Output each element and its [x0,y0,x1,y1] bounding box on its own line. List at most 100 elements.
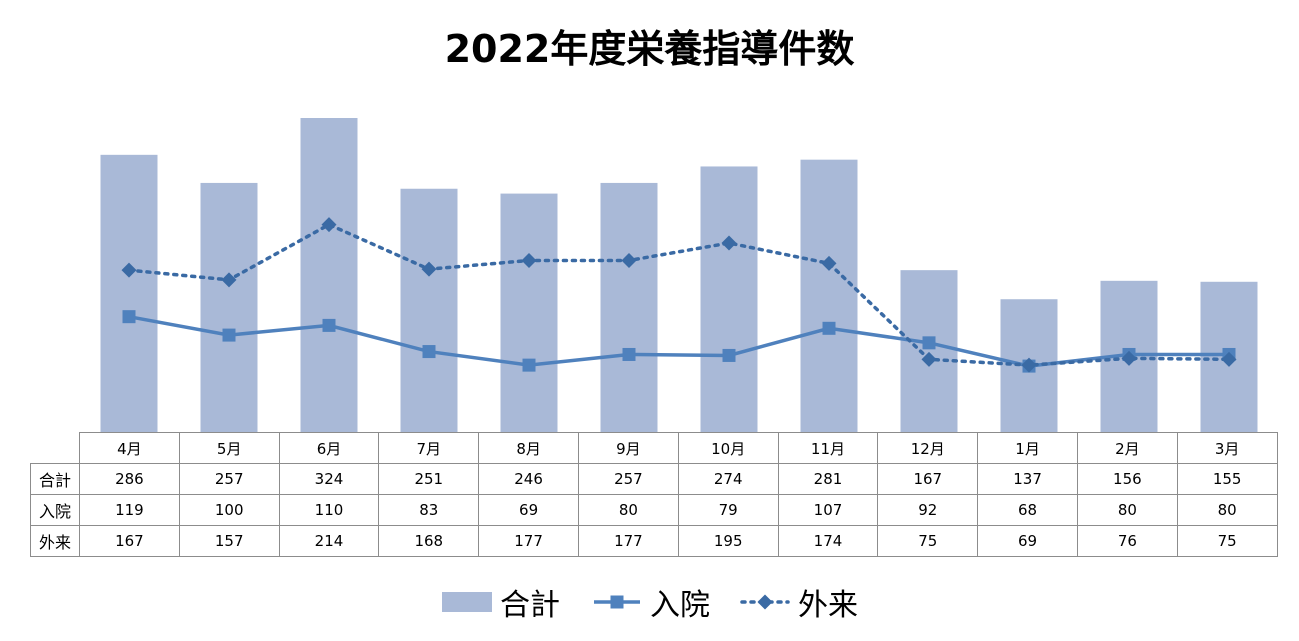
value-外来-3月: 75 [1176,525,1278,557]
bar-合計-9月 [600,182,658,432]
value-入院-5月: 100 [178,494,280,526]
point-外来-2月 [1121,350,1137,366]
value-入院-2月: 80 [1076,494,1178,526]
value-合計-6月: 324 [278,463,380,495]
table-row: 入院 119 100 110 83 69 80 79 107 92 68 80 80 [30,494,1278,526]
point-外来-8月 [521,252,537,268]
value-外来-2月: 76 [1076,525,1178,557]
series-label-合計: 合計 [30,463,80,495]
value-外来-8月: 177 [478,525,579,557]
category-label-8月: 8月 [478,432,579,464]
value-合計-5月: 257 [178,463,280,495]
point-入院-5月 [222,328,236,342]
value-入院-7月: 83 [378,494,480,526]
value-外来-10月: 195 [677,525,779,557]
value-入院-11月: 107 [777,494,879,526]
point-入院-6月 [322,318,336,332]
value-合計-10月: 274 [677,463,779,495]
value-合計-3月: 155 [1176,463,1278,495]
value-入院-3月: 80 [1176,494,1278,526]
table-corner [30,432,80,464]
line-外来 [127,222,1231,367]
value-合計-7月: 251 [378,463,480,495]
legend: 合計 入院 外来 [0,582,1299,623]
point-入院-8月 [522,358,536,372]
lines-layer [121,217,1237,373]
point-外来-3月 [1221,351,1237,367]
value-合計-9月: 257 [577,463,679,495]
point-入院-7月 [422,345,436,359]
legend-item-入院: 入院 [592,582,710,623]
value-入院-9月: 80 [577,494,679,526]
legend-label-入院: 入院 [650,588,710,623]
legend-item-外来: 外来 [740,582,858,623]
point-外来-1月 [1021,357,1037,373]
value-外来-9月: 177 [577,525,679,557]
table-header-row: 4月 5月 6月 7月 8月 9月 10月 11月 12月 1月 2月 3月 [30,432,1278,464]
value-外来-11月: 174 [777,525,879,557]
point-外来-5月 [221,272,237,288]
category-label-7月: 7月 [378,432,480,464]
value-外来-12月: 75 [877,525,979,557]
data-table: 4月 5月 6月 7月 8月 9月 10月 11月 12月 1月 2月 3月 合計 286 257 324 25… [30,432,1278,557]
point-外来-10月 [721,235,737,251]
value-外来-5月: 157 [178,525,280,557]
legend-label-外来: 外来 [798,588,858,623]
value-外来-4月: 167 [79,525,180,557]
bar-合計-5月 [200,182,258,432]
point-外来-11月 [821,255,837,271]
point-外来-6月 [321,217,337,233]
plot-area [100,118,1258,432]
bars-layer [100,118,1258,432]
category-label-3月: 3月 [1176,432,1278,464]
table-row: 合計 286 257 324 251 246 257 274 281 167 137 156 155 [30,463,1278,495]
point-外来-12月 [921,351,937,367]
point-入院-12月 [922,336,936,350]
line-入院 [128,314,1229,368]
legend-swatch-rect [442,592,492,612]
value-合計-1月: 137 [977,463,1078,495]
point-外来-4月 [121,262,137,278]
table-row: 外来 167 157 214 168 177 177 195 174 75 69 76 75 [30,525,1278,557]
value-外来-1月: 69 [977,525,1078,557]
category-label-2月: 2月 [1076,432,1178,464]
bar-合計-6月 [300,118,358,432]
legend-swatch-marker [610,595,624,609]
value-合計-4月: 286 [79,463,180,495]
value-合計-2月: 156 [1076,463,1178,495]
category-label-9月: 9月 [577,432,679,464]
legend-label-合計: 合計 [500,588,560,623]
value-入院-1月: 68 [977,494,1078,526]
bar-合計-12月 [900,270,958,432]
category-label-10月: 10月 [677,432,779,464]
category-label-11月: 11月 [777,432,879,464]
value-入院-12月: 92 [877,494,979,526]
point-入院-11月 [822,321,836,335]
category-label-1月: 1月 [977,432,1078,464]
point-入院-4月 [122,310,136,324]
value-合計-12月: 167 [877,463,979,495]
legend-item-合計: 合計 [442,582,560,623]
value-入院-6月: 110 [278,494,380,526]
legend-swatch-入院 [594,595,640,609]
value-合計-8月: 246 [478,463,579,495]
legend-swatch-合計 [442,592,492,612]
legend-swatch-外来 [740,594,790,610]
value-合計-11月: 281 [777,463,879,495]
value-入院-8月: 69 [478,494,579,526]
series-label-入院: 入院 [30,494,80,526]
series-label-外来: 外来 [30,525,80,557]
category-label-12月: 12月 [877,432,979,464]
chart-title: 2022年度栄養指導件数 [444,27,855,71]
bar-合計-8月 [500,193,558,432]
category-label-6月: 6月 [278,432,380,464]
bar-合計-11月 [800,159,858,432]
value-外来-6月: 214 [278,525,380,557]
point-外来-7月 [421,261,437,277]
legend-swatch-marker [757,594,773,610]
value-入院-10月: 79 [677,494,779,526]
point-入院-9月 [622,347,636,361]
value-入院-4月: 119 [79,494,180,526]
value-外来-7月: 168 [378,525,480,557]
bar-合計-10月 [700,166,758,432]
